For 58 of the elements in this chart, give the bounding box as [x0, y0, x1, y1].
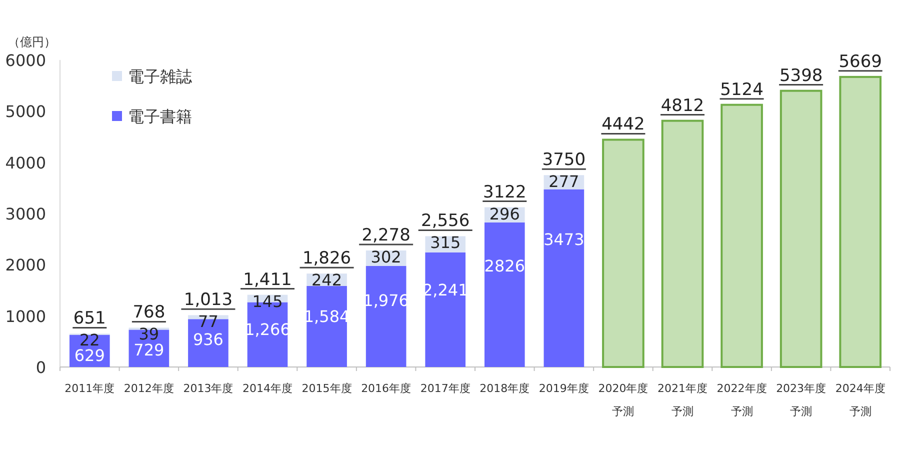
- bar: [425, 252, 466, 367]
- data-label: 2,241: [422, 280, 468, 300]
- x-tick-label: 2023年度予測: [776, 382, 826, 418]
- bar: [780, 90, 822, 368]
- bar: [839, 76, 882, 368]
- data-label: 296: [489, 204, 520, 224]
- bar: [720, 104, 763, 368]
- y-tick-label: 2000: [5, 256, 46, 275]
- data-label: 3473: [544, 230, 584, 249]
- y-tick-label: 6000: [5, 51, 46, 70]
- x-tick-label: 2022年度予測: [716, 382, 767, 418]
- legend-label: 電子書籍: [128, 107, 192, 126]
- y-tick-label: 4000: [5, 153, 46, 172]
- y-tick-label: 5000: [5, 102, 46, 122]
- total-label: 5398: [779, 66, 823, 86]
- data-label: 315: [430, 233, 461, 252]
- total-label: 1,013: [184, 290, 233, 310]
- data-label: 1,584: [304, 307, 350, 326]
- y-tick-label: 0: [36, 358, 46, 377]
- y-axis-title: （億円）: [8, 35, 56, 49]
- x-tick-label: 2016年度: [361, 382, 412, 395]
- x-tick-label: 2014年度: [242, 382, 292, 395]
- x-tick-label: 2019年度: [538, 382, 589, 395]
- x-tick-label: 2011年度: [64, 382, 115, 395]
- total-label: 2,556: [421, 211, 470, 232]
- total-label: 2,278: [362, 225, 410, 246]
- legend-label: 電子雑誌: [128, 67, 192, 86]
- data-label: 277: [548, 172, 580, 192]
- total-label: 5124: [720, 80, 764, 100]
- total-label: 1,411: [243, 270, 292, 290]
- total-label: 768: [132, 302, 166, 323]
- x-tick-label: 2020年度予測: [598, 382, 648, 418]
- x-tick-label: 2015年度: [302, 382, 352, 395]
- x-tick-label: 2017年度: [420, 382, 470, 395]
- total-label: 3122: [483, 182, 526, 202]
- data-label: 145: [252, 292, 283, 311]
- total-label: 4442: [602, 114, 645, 135]
- data-label: 936: [192, 330, 224, 350]
- bar: [306, 286, 347, 367]
- data-label: 302: [370, 247, 402, 266]
- bar: [602, 138, 644, 368]
- data-label: 2826: [484, 256, 525, 276]
- y-tick-label: 1000: [5, 306, 46, 326]
- y-tick-label: 3000: [5, 204, 46, 224]
- x-tick-label: 2013年度: [183, 382, 234, 395]
- total-label: 4812: [660, 96, 704, 116]
- x-tick-label: 2024年度予測: [835, 382, 886, 418]
- total-label: 5669: [838, 52, 882, 72]
- x-tick-label: 2021年度予測: [658, 382, 708, 418]
- bar: [484, 222, 525, 367]
- data-label: 242: [312, 270, 342, 290]
- x-tick-label: 2018年度: [480, 382, 530, 395]
- total-label: 1,826: [302, 248, 352, 269]
- bar: [661, 120, 704, 368]
- x-tick-label: 2012年度: [124, 382, 174, 395]
- total-label: 3750: [542, 150, 586, 170]
- total-label: 651: [73, 308, 106, 329]
- bar: [544, 189, 584, 367]
